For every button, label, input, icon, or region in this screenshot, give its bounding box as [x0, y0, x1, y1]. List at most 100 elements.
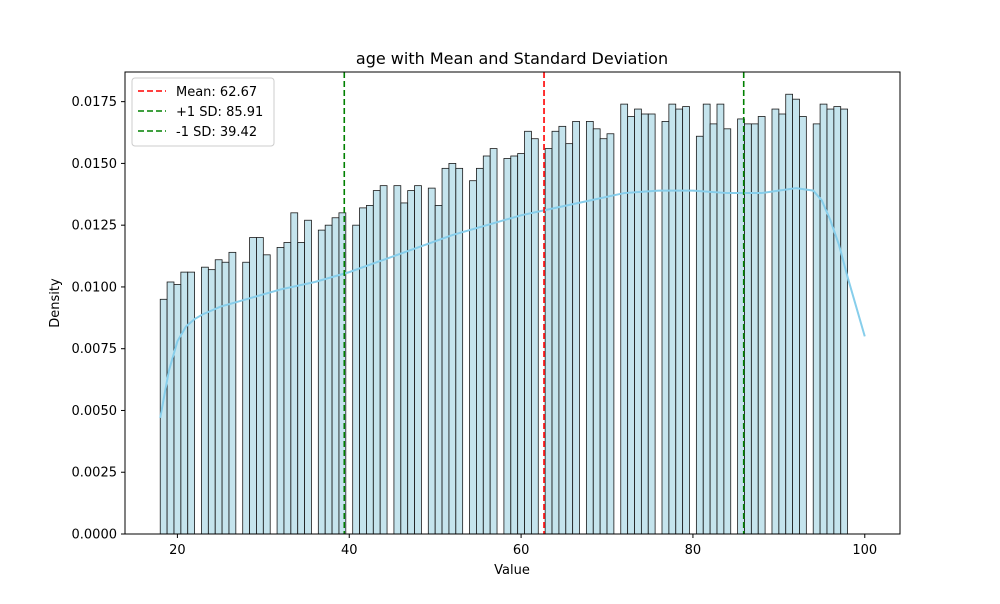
- y-axis-label: Density: [48, 278, 63, 328]
- histogram-bar: [551, 130, 560, 535]
- histogram-bar: [414, 185, 422, 535]
- histogram-bar: [290, 212, 299, 535]
- chart-title: age with Mean and Standard Deviation: [356, 49, 668, 68]
- legend-label: +1 SD: 85.91: [176, 105, 263, 120]
- histogram-bar: [531, 138, 539, 535]
- histogram-bar: [407, 190, 415, 535]
- histogram-bar: [221, 261, 230, 535]
- y-tick-label: 0.0150: [72, 157, 118, 172]
- histogram-bar: [180, 271, 189, 535]
- histogram-bar: [771, 108, 780, 535]
- histogram-bar: [819, 103, 828, 535]
- histogram-bar: [262, 254, 271, 535]
- histogram-bar: [317, 229, 326, 535]
- histogram-bar: [324, 224, 333, 535]
- histogram-bar: [503, 158, 512, 535]
- histogram-bar: [682, 106, 690, 535]
- y-tick-label: 0.0100: [72, 280, 118, 295]
- plot-frame: [124, 71, 901, 535]
- histogram-bar: [840, 108, 848, 535]
- histogram-bar: [448, 163, 457, 535]
- y-tick-label: 0.0125: [72, 219, 118, 234]
- kde-layer: [159, 187, 866, 419]
- histogram-bar: [201, 266, 209, 535]
- histogram-bar: [256, 237, 264, 535]
- legend-label: Mean: 62.67: [176, 85, 257, 100]
- histogram-bar: [304, 219, 312, 535]
- histogram-bar: [627, 116, 635, 535]
- y-tick-label: 0.0025: [72, 466, 118, 481]
- kde-curve: [159, 187, 866, 419]
- histogram-bar: [812, 123, 821, 535]
- histogram-bar: [744, 123, 752, 535]
- histogram-bar: [723, 128, 732, 535]
- histogram-bar: [799, 116, 807, 535]
- histogram-bar: [187, 271, 195, 535]
- histogram-bar: [427, 187, 436, 535]
- histogram-bar: [833, 106, 842, 535]
- histogram-bar: [482, 155, 491, 535]
- x-axis: 20 40 60 80 100: [169, 534, 877, 558]
- histogram-bar: [792, 98, 800, 535]
- histogram-bar: [565, 143, 574, 535]
- legend-box: [131, 77, 275, 147]
- histogram-bar: [228, 251, 237, 535]
- histogram-bar: [572, 121, 580, 535]
- histogram-bar: [510, 155, 519, 535]
- histogram-bar: [166, 281, 175, 535]
- vlines-layer: [343, 72, 745, 534]
- histogram-bar: [785, 93, 793, 535]
- x-tick-label: 100: [852, 543, 877, 558]
- histogram-bar: [661, 121, 670, 535]
- histogram-bar: [585, 121, 594, 535]
- y-tick-label: 0.0000: [72, 528, 118, 543]
- histogram-bar: [173, 284, 182, 535]
- histogram-bar: [606, 133, 615, 535]
- histogram-bar: [331, 217, 340, 535]
- histogram-bar: [634, 108, 642, 535]
- histogram-bar: [476, 167, 484, 535]
- histogram-bar: [647, 113, 656, 535]
- histogram-bar: [544, 148, 553, 535]
- histogram-bar: [214, 259, 223, 535]
- histogram-bar: [249, 237, 257, 535]
- histogram-bar: [640, 113, 649, 535]
- histogram-bar: [372, 190, 381, 535]
- y-tick-label: 0.0075: [72, 342, 118, 357]
- histogram-bar: [675, 108, 684, 535]
- histogram-bar: [709, 123, 718, 535]
- histogram-bar: [242, 261, 250, 535]
- histogram-bar: [434, 205, 443, 535]
- x-axis-label: Value: [494, 563, 530, 578]
- histogram-bar: [558, 125, 567, 535]
- histogram-bar: [757, 116, 766, 535]
- histogram-bar: [702, 103, 711, 535]
- histogram-bar: [359, 207, 367, 535]
- histogram-bar: [592, 128, 601, 535]
- x-tick-label: 40: [341, 543, 358, 558]
- histogram-bar: [524, 130, 532, 535]
- y-tick-label: 0.0175: [72, 95, 118, 110]
- histogram-bar: [366, 205, 374, 535]
- histogram-bar: [489, 148, 498, 535]
- histogram-bar: [716, 103, 725, 535]
- histogram-bar: [778, 113, 787, 535]
- histogram-bar: [379, 185, 388, 535]
- legend-label: -1 SD: 39.42: [176, 125, 257, 140]
- histogram-bar: [517, 153, 525, 535]
- histogram-bar: [695, 135, 704, 535]
- x-tick-label: 60: [513, 543, 530, 558]
- x-tick-label: 20: [169, 543, 186, 558]
- histogram-bar: [283, 242, 292, 535]
- histogram-bar: [668, 103, 677, 535]
- legend: Mean: 62.67 +1 SD: 85.91 -1 SD: 39.42: [131, 77, 275, 147]
- histogram-bar: [441, 167, 450, 535]
- histogram-bar: [750, 123, 759, 535]
- histogram-bar: [620, 103, 629, 535]
- y-axis: 0.0000 0.0025 0.0050 0.0075 0.0100 0.0125 0.01…: [72, 95, 125, 543]
- histogram-bar: [826, 108, 835, 535]
- y-tick-label: 0.0050: [72, 404, 118, 419]
- x-tick-label: 80: [685, 543, 702, 558]
- histogram-bar: [455, 167, 464, 535]
